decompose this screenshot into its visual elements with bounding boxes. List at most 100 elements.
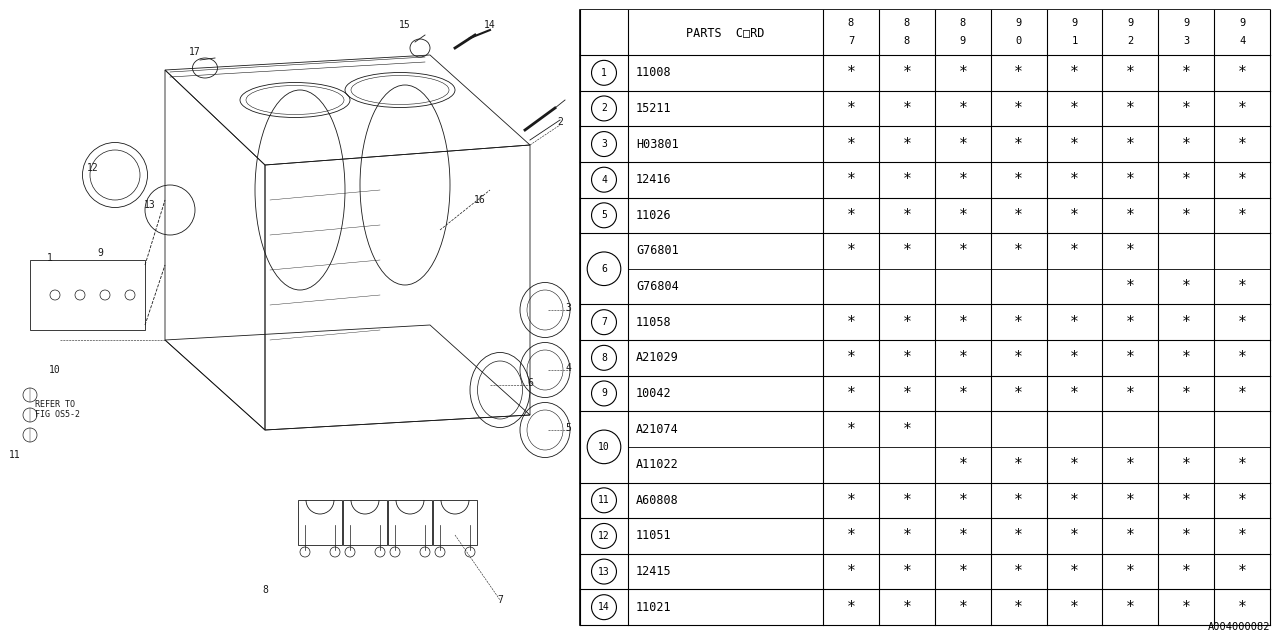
Text: 3: 3 — [1183, 36, 1189, 47]
Text: *: * — [1014, 457, 1023, 472]
Text: *: * — [1014, 172, 1023, 187]
Bar — [580, 126, 1270, 162]
Bar — [580, 483, 1270, 518]
Text: *: * — [1014, 493, 1023, 508]
Text: *: * — [846, 65, 855, 80]
Text: 2: 2 — [1128, 36, 1133, 47]
Text: *: * — [1126, 315, 1134, 330]
Text: *: * — [1181, 386, 1190, 401]
Text: *: * — [1014, 208, 1023, 223]
Text: 11008: 11008 — [636, 67, 672, 79]
Text: *: * — [1070, 600, 1079, 614]
Text: *: * — [1181, 101, 1190, 116]
Text: *: * — [1070, 350, 1079, 365]
Bar — [580, 340, 1270, 376]
Text: *: * — [1070, 493, 1079, 508]
Text: *: * — [846, 136, 855, 152]
Text: G76801: G76801 — [636, 244, 678, 257]
Text: *: * — [1070, 101, 1079, 116]
Text: 13: 13 — [145, 200, 156, 210]
Text: *: * — [846, 243, 855, 259]
Text: *: * — [846, 564, 855, 579]
Text: 14: 14 — [598, 602, 609, 612]
Text: *: * — [902, 422, 911, 436]
Bar — [580, 55, 1270, 91]
Text: 11021: 11021 — [636, 601, 672, 614]
Text: *: * — [902, 564, 911, 579]
Text: *: * — [959, 101, 968, 116]
Text: *: * — [1238, 208, 1247, 223]
Text: 9: 9 — [1128, 19, 1133, 29]
Text: *: * — [1070, 315, 1079, 330]
Text: A21074: A21074 — [636, 422, 678, 436]
Text: *: * — [1238, 172, 1247, 187]
Text: *: * — [1238, 315, 1247, 330]
Text: *: * — [1126, 386, 1134, 401]
Text: 1: 1 — [47, 253, 52, 263]
Text: 8: 8 — [960, 19, 966, 29]
Text: *: * — [902, 529, 911, 543]
Text: *: * — [1238, 101, 1247, 116]
Text: 12: 12 — [598, 531, 609, 541]
Text: *: * — [959, 172, 968, 187]
Text: *: * — [959, 493, 968, 508]
Bar — [580, 10, 1270, 55]
Text: *: * — [846, 529, 855, 543]
Text: *: * — [1126, 136, 1134, 152]
Text: *: * — [1181, 600, 1190, 614]
Text: 7: 7 — [602, 317, 607, 327]
Text: *: * — [1126, 243, 1134, 259]
Text: *: * — [1014, 243, 1023, 259]
Text: 17: 17 — [189, 47, 201, 57]
Text: 7: 7 — [497, 595, 503, 605]
Text: A004000082: A004000082 — [1207, 622, 1270, 632]
Text: *: * — [1126, 172, 1134, 187]
Bar — [580, 412, 1270, 483]
Text: *: * — [902, 600, 911, 614]
Text: 14: 14 — [484, 20, 495, 30]
Text: H03801: H03801 — [636, 138, 678, 150]
Text: *: * — [1181, 564, 1190, 579]
Text: *: * — [1126, 493, 1134, 508]
Text: *: * — [959, 564, 968, 579]
Text: *: * — [902, 208, 911, 223]
Text: *: * — [1070, 386, 1079, 401]
Text: REFER TO
FIG OS5-2: REFER TO FIG OS5-2 — [35, 400, 79, 419]
Text: *: * — [1070, 65, 1079, 80]
Text: 9: 9 — [1239, 19, 1245, 29]
Text: 6: 6 — [527, 378, 532, 388]
Text: *: * — [1238, 350, 1247, 365]
Text: 8: 8 — [904, 36, 910, 47]
Text: *: * — [1238, 279, 1247, 294]
Text: *: * — [1181, 315, 1190, 330]
Text: *: * — [1238, 65, 1247, 80]
Text: *: * — [959, 243, 968, 259]
Text: *: * — [959, 457, 968, 472]
Text: 8: 8 — [602, 353, 607, 363]
Text: *: * — [1014, 65, 1023, 80]
Text: *: * — [1070, 208, 1079, 223]
Text: 2: 2 — [602, 104, 607, 113]
Text: *: * — [1014, 136, 1023, 152]
Text: *: * — [1070, 564, 1079, 579]
Text: *: * — [1181, 136, 1190, 152]
Text: 15: 15 — [399, 20, 411, 30]
Bar — [580, 233, 1270, 305]
Text: *: * — [1070, 529, 1079, 543]
Text: *: * — [1126, 350, 1134, 365]
Text: *: * — [1238, 564, 1247, 579]
Text: *: * — [1181, 493, 1190, 508]
Text: 9: 9 — [1015, 19, 1021, 29]
Text: *: * — [846, 422, 855, 436]
Text: *: * — [1181, 350, 1190, 365]
Bar — [580, 91, 1270, 126]
Bar — [580, 198, 1270, 233]
Text: *: * — [1238, 386, 1247, 401]
Text: *: * — [1070, 136, 1079, 152]
Text: 3: 3 — [602, 139, 607, 149]
Text: *: * — [902, 243, 911, 259]
Text: *: * — [902, 350, 911, 365]
Text: *: * — [1181, 65, 1190, 80]
Text: *: * — [902, 101, 911, 116]
Text: *: * — [1070, 457, 1079, 472]
